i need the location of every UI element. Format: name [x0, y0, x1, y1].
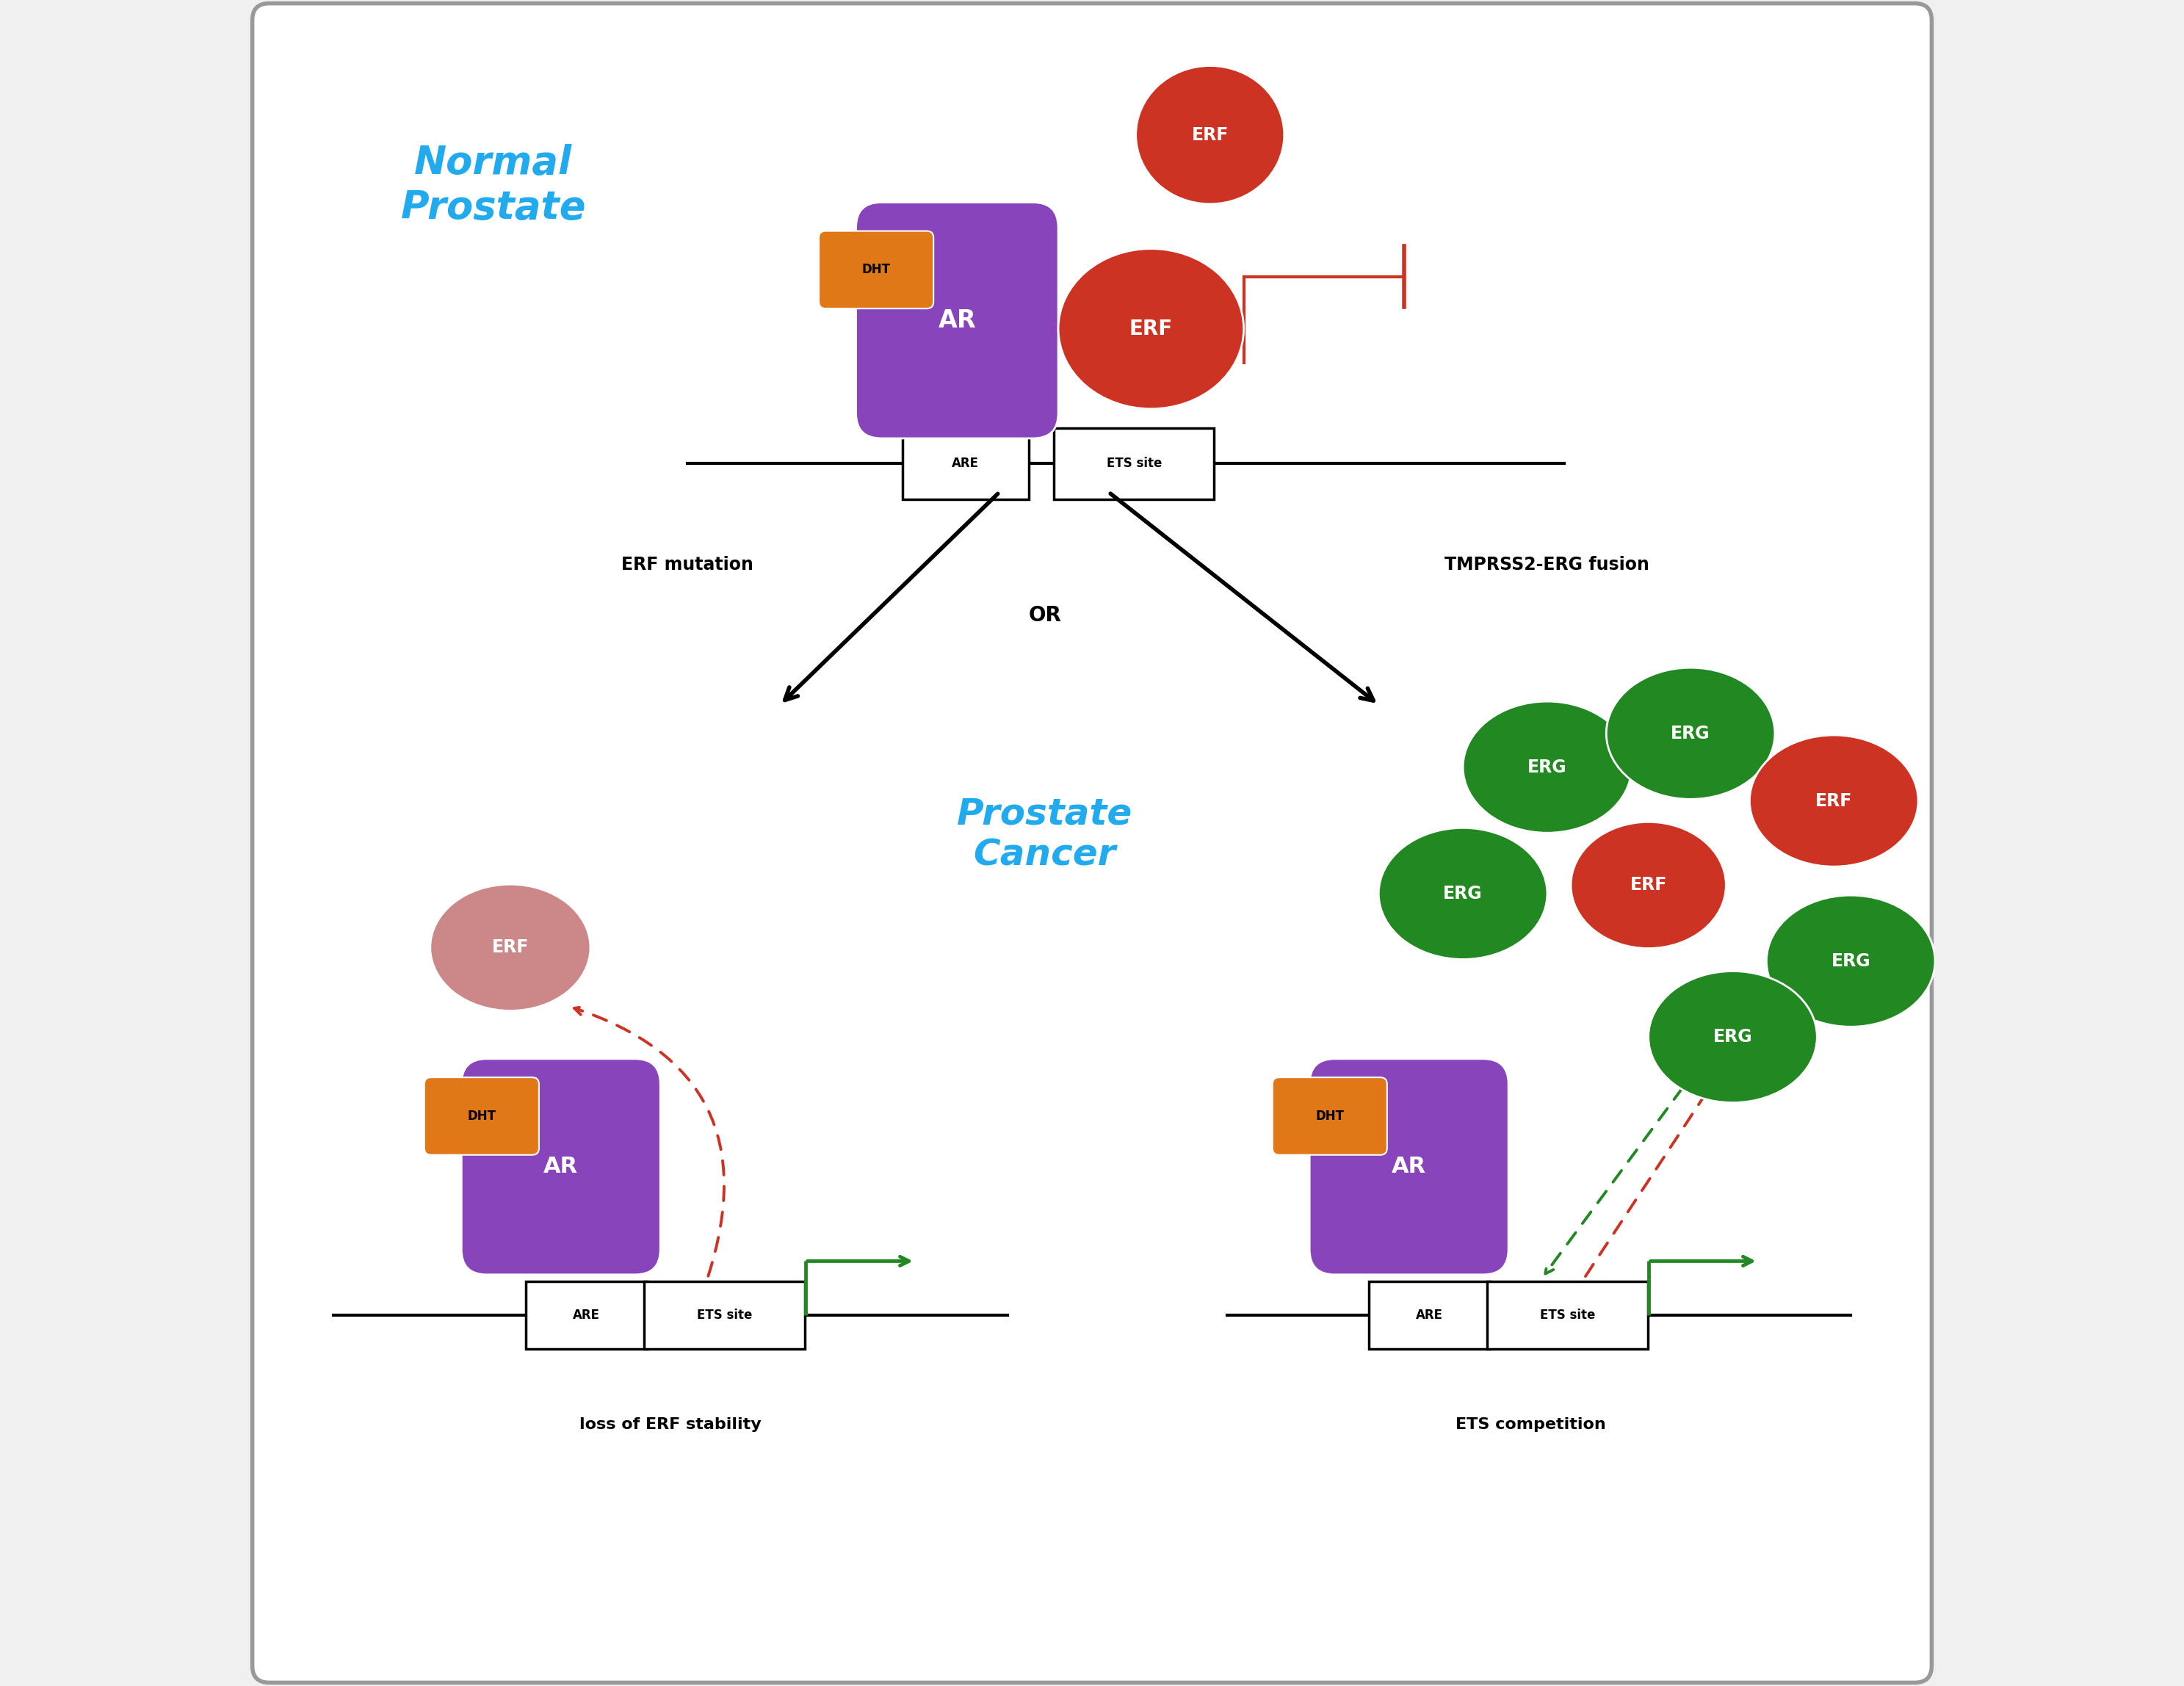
Text: ERF mutation: ERF mutation: [620, 556, 753, 573]
Text: ERG: ERG: [1527, 759, 1566, 776]
Ellipse shape: [1767, 895, 1935, 1027]
FancyBboxPatch shape: [1487, 1281, 1647, 1349]
FancyBboxPatch shape: [526, 1281, 646, 1349]
FancyBboxPatch shape: [856, 202, 1059, 438]
Text: ERF: ERF: [1815, 792, 1852, 809]
Ellipse shape: [1649, 971, 1817, 1103]
Text: ERF: ERF: [1192, 126, 1230, 143]
Text: ARE: ARE: [952, 457, 978, 470]
Ellipse shape: [1463, 701, 1631, 833]
Ellipse shape: [1059, 248, 1243, 408]
FancyBboxPatch shape: [461, 1059, 660, 1275]
Text: Normal
Prostate: Normal Prostate: [400, 145, 585, 226]
Text: ERG: ERG: [1671, 725, 1710, 742]
Text: ETS site: ETS site: [697, 1308, 751, 1322]
Ellipse shape: [430, 883, 590, 1012]
Text: Prostate
Cancer: Prostate Cancer: [957, 796, 1133, 873]
Text: ERF: ERF: [1629, 877, 1666, 894]
Text: OR: OR: [1029, 605, 1061, 626]
Text: ETS site: ETS site: [1107, 457, 1162, 470]
Text: ERG: ERG: [1444, 885, 1483, 902]
Ellipse shape: [1136, 66, 1284, 204]
Text: ERG: ERG: [1712, 1028, 1752, 1045]
Text: ETS site: ETS site: [1540, 1308, 1594, 1322]
Text: ERF: ERF: [491, 939, 529, 956]
Ellipse shape: [1378, 828, 1546, 959]
Text: TMPRSS2-ERG fusion: TMPRSS2-ERG fusion: [1446, 556, 1649, 573]
Text: ERF: ERF: [1129, 319, 1173, 339]
Text: AR: AR: [544, 1157, 579, 1177]
FancyBboxPatch shape: [1055, 428, 1214, 499]
Text: AR: AR: [939, 309, 976, 332]
Text: loss of ERF stability: loss of ERF stability: [579, 1418, 762, 1431]
Ellipse shape: [1570, 821, 1725, 948]
FancyBboxPatch shape: [424, 1077, 539, 1155]
Text: ERG: ERG: [1830, 953, 1870, 969]
FancyBboxPatch shape: [1310, 1059, 1509, 1275]
FancyBboxPatch shape: [1369, 1281, 1489, 1349]
Text: DHT: DHT: [467, 1109, 496, 1123]
Ellipse shape: [1605, 668, 1776, 799]
FancyBboxPatch shape: [902, 428, 1029, 499]
FancyBboxPatch shape: [819, 231, 933, 309]
FancyBboxPatch shape: [1273, 1077, 1387, 1155]
Text: ETS competition: ETS competition: [1455, 1418, 1605, 1431]
Text: ARE: ARE: [572, 1308, 601, 1322]
Ellipse shape: [1749, 735, 1918, 867]
FancyBboxPatch shape: [253, 3, 1931, 1683]
Text: AR: AR: [1391, 1157, 1426, 1177]
FancyBboxPatch shape: [644, 1281, 804, 1349]
Text: DHT: DHT: [1315, 1109, 1343, 1123]
Text: ARE: ARE: [1415, 1308, 1444, 1322]
Text: DHT: DHT: [863, 263, 891, 277]
